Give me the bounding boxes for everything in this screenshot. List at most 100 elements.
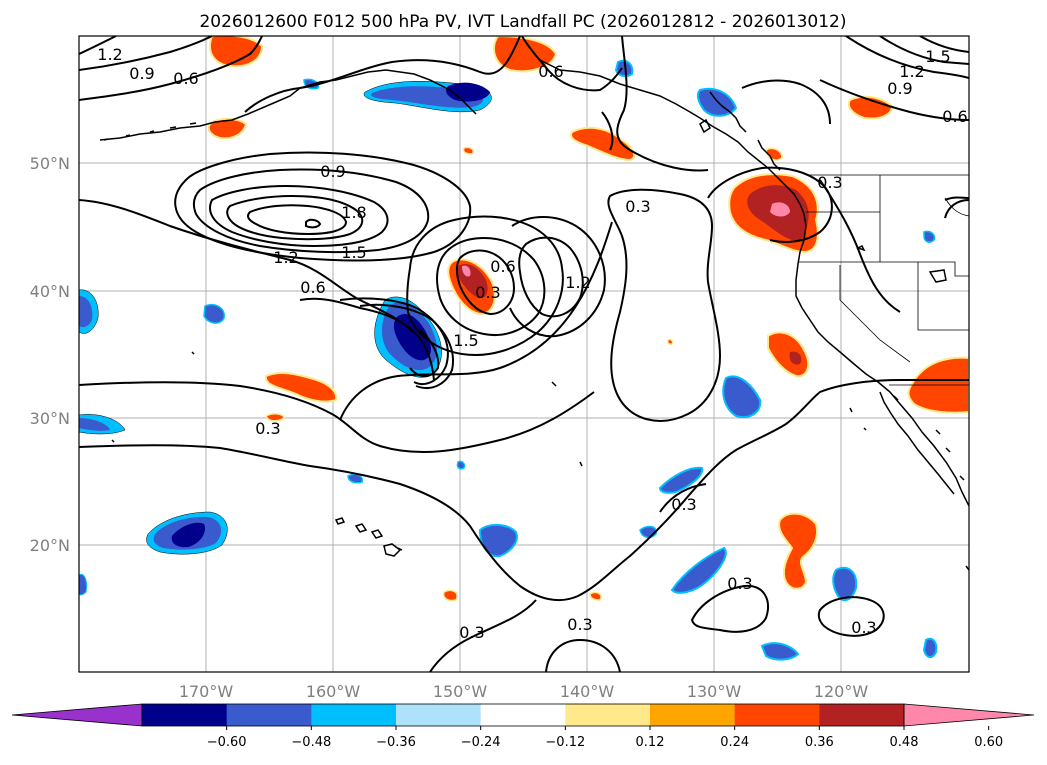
colorbar-segment [311,704,397,726]
pv-contour-line [209,184,389,248]
contour-label: 0.6 [490,257,515,276]
state-border [798,261,969,277]
pv-contour-line [305,218,322,229]
pv-contour-line [545,638,621,672]
figure-title: 2026012600 F012 500 hPa PV, IVT Landfall… [199,12,846,32]
colorbar-tick-label: 0.24 [720,735,749,750]
lat-label-40n: 40°N [30,282,70,301]
contour-label: 1.8 [341,203,366,222]
ivt-negative-region [658,466,704,494]
contour-label: 0.6 [538,62,563,81]
map-background [79,36,969,672]
pv-contour-line [429,599,537,672]
contour-label: 0.3 [567,615,592,634]
colorbar-tick-label: −0.24 [461,735,501,750]
ivt-negative-region [760,642,800,661]
ivt-negative-region [347,473,364,484]
colorbar-segment [565,704,651,726]
ivt-negative-region [670,546,727,594]
ivt-negative-region [203,304,225,324]
island [856,244,866,252]
lon-label-130w: 130°W [687,682,742,701]
contour-label: 0.3 [475,283,500,302]
lon-label-120w: 120°W [814,682,869,701]
ivt-negative-region [79,296,93,328]
contour-label: 0.6 [300,278,325,297]
contour-label: 1.2 [97,45,122,64]
contour-label: 0.3 [459,623,484,642]
contour-label: 0.3 [727,574,752,593]
contour-labels: 1.2 0.9 0.6 0.6 1.5 1.2 0.9 0.6 0.9 1.8 … [97,45,967,642]
ivt-negative-region [923,230,936,243]
contour-label: 1.5 [453,331,478,350]
contour-label: 0.3 [817,173,842,192]
island [928,269,947,283]
small-islands [111,351,969,571]
pv-contour-line [518,236,584,318]
ivt-positive-region [667,338,674,345]
map-panel: 1.2 0.9 0.6 0.6 1.5 1.2 0.9 0.6 0.9 1.8 … [30,35,970,701]
pv-contour-line [607,188,722,422]
ivt-positive-region [265,413,285,422]
contour-label: 0.9 [887,79,912,98]
aleutian-islands [103,122,197,141]
ivt-positive-region [207,117,248,140]
colorbar-tick-label: −0.48 [291,735,331,750]
colorbar-segment [819,704,905,726]
contour-label: 1.5 [925,47,950,66]
colorbar-segment [396,704,482,726]
colorbar-ticks: −0.60 −0.48 −0.36 −0.24 −0.12 0.12 0.24 0.36 0.4… [207,726,1003,750]
pv-contours [79,36,969,672]
pv-contour-line [406,215,564,356]
ivt-negative-region [171,522,206,548]
contour-label: 1.2 [899,62,924,81]
pv-contour-line [79,36,117,55]
pv-contour-line [226,194,364,241]
pv-contour-line [690,584,769,633]
contour-label: 1.2 [565,273,590,292]
pv-contour-line [819,179,901,313]
colorbar-segment [650,704,736,726]
contour-label: 0.9 [320,162,345,181]
ivt-negative-region [79,573,87,596]
pv-contour-line [436,236,546,336]
map-frame [78,35,970,673]
ivt-positive-region [778,512,818,590]
ivt-negative-region [722,375,762,418]
ivt-negative-region [446,82,490,102]
pv-contour-line [741,79,831,125]
gulf-alaska-coast [539,59,801,205]
lon-label-150w: 150°W [433,682,488,701]
pv-contour-line [659,483,707,513]
colorbar-tick-label: 0.12 [636,735,665,750]
pv-contour-line [299,297,435,381]
ivt-positive-region [589,591,602,601]
pv-contour-line [244,36,521,113]
colorbar-segment [226,704,312,726]
lon-label-140w: 140°W [560,682,615,701]
ivt-positive-region [789,351,802,365]
pv-contour-line [79,381,595,453]
latitude-labels: 50°N 40°N 30°N 20°N [30,154,70,555]
hawaiian-islands [334,517,403,557]
pv-contour-line [192,168,430,254]
bc-coast [709,91,747,133]
colorbar-tick-label: 0.36 [805,735,834,750]
island [699,118,711,134]
pv-contour-line [919,36,969,53]
colorbar-segment [480,704,566,726]
contour-label: 1.2 [273,248,298,267]
pv-contour-line [174,151,472,262]
pv-contour-line [819,79,969,121]
ivt-negative-region [393,313,431,361]
contour-label: 0.6 [173,69,198,88]
contour-label: 0.3 [625,197,650,216]
colorbar-tick-label: −0.12 [545,735,585,750]
colorbar: −0.60 −0.48 −0.36 −0.24 −0.12 0.12 0.24 0.36 0.4… [11,703,1035,750]
ivt-negative-region [639,525,657,539]
lat-label-20n: 20°N [30,536,70,555]
map-content [79,36,969,672]
state-border [917,262,969,331]
pv-contour-line [247,204,348,236]
